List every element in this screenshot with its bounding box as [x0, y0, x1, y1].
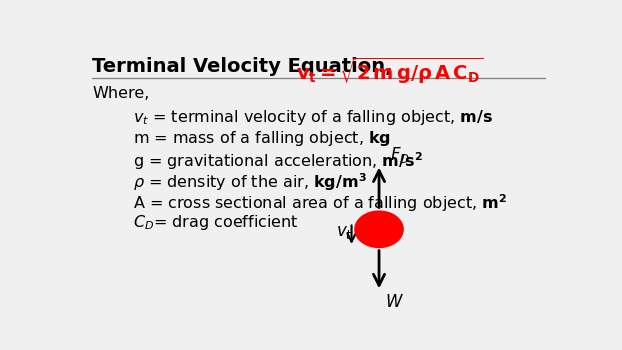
Text: A = cross sectional area of a falling object, $\mathbf{m^2}$: A = cross sectional area of a falling ob… [133, 192, 508, 214]
Ellipse shape [355, 211, 403, 247]
Text: $v_t$: $v_t$ [336, 223, 353, 241]
Text: $C_D$= drag coefficient: $C_D$= drag coefficient [133, 213, 299, 232]
Text: Where,: Where, [92, 86, 149, 102]
Text: Terminal Velocity Equation,: Terminal Velocity Equation, [92, 57, 399, 76]
Text: $\mathbf{v_t = \sqrt{2\,m\,g/\rho\,A\,C_D}}$: $\mathbf{v_t = \sqrt{2\,m\,g/\rho\,A\,C_… [295, 56, 483, 86]
Text: g = gravitational acceleration, $\mathbf{m/s^2}$: g = gravitational acceleration, $\mathbf… [133, 150, 423, 172]
Text: m = mass of a falling object, $\mathbf{kg}$: m = mass of a falling object, $\mathbf{k… [133, 129, 391, 148]
Text: $\rho$ = density of the air, $\mathbf{kg/m^3}$: $\rho$ = density of the air, $\mathbf{kg… [133, 171, 367, 193]
Text: $v_t$ = terminal velocity of a falling object, $\mathbf{m/s}$: $v_t$ = terminal velocity of a falling o… [133, 108, 493, 127]
Text: $F_D$: $F_D$ [390, 145, 410, 164]
Text: $W$: $W$ [385, 293, 404, 311]
